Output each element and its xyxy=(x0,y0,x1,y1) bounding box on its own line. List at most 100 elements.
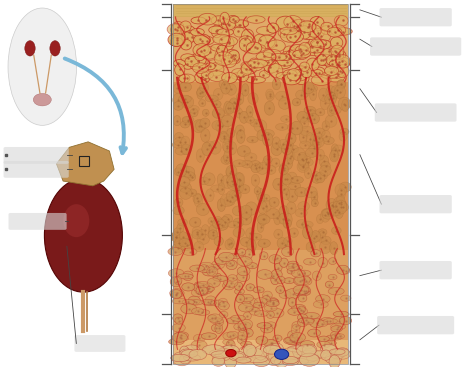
Ellipse shape xyxy=(230,178,241,189)
Ellipse shape xyxy=(263,132,273,146)
Ellipse shape xyxy=(286,263,300,271)
Ellipse shape xyxy=(173,102,183,110)
Ellipse shape xyxy=(191,289,204,297)
Ellipse shape xyxy=(213,300,225,307)
Ellipse shape xyxy=(286,202,296,214)
Ellipse shape xyxy=(322,352,343,360)
FancyBboxPatch shape xyxy=(74,335,126,352)
Ellipse shape xyxy=(201,299,215,305)
Ellipse shape xyxy=(211,324,221,332)
Ellipse shape xyxy=(214,237,223,246)
FancyBboxPatch shape xyxy=(3,161,69,178)
Ellipse shape xyxy=(246,76,265,83)
Ellipse shape xyxy=(336,195,345,208)
Ellipse shape xyxy=(235,289,245,294)
Ellipse shape xyxy=(273,212,281,225)
Ellipse shape xyxy=(229,98,238,107)
Ellipse shape xyxy=(313,137,324,148)
Ellipse shape xyxy=(182,144,190,154)
Ellipse shape xyxy=(220,131,227,140)
Ellipse shape xyxy=(235,125,245,135)
Ellipse shape xyxy=(193,193,201,204)
Ellipse shape xyxy=(221,346,234,354)
Ellipse shape xyxy=(299,42,310,55)
Ellipse shape xyxy=(301,67,312,78)
Ellipse shape xyxy=(257,221,264,232)
Ellipse shape xyxy=(231,315,246,321)
Ellipse shape xyxy=(309,144,319,152)
Ellipse shape xyxy=(265,54,275,66)
Ellipse shape xyxy=(239,36,253,44)
Ellipse shape xyxy=(195,52,205,61)
Ellipse shape xyxy=(235,108,243,118)
Ellipse shape xyxy=(289,228,298,237)
Ellipse shape xyxy=(248,93,258,105)
Ellipse shape xyxy=(280,27,298,35)
Ellipse shape xyxy=(318,229,327,236)
Ellipse shape xyxy=(291,121,303,135)
Ellipse shape xyxy=(302,153,310,165)
Ellipse shape xyxy=(323,209,330,216)
Ellipse shape xyxy=(295,48,309,60)
Ellipse shape xyxy=(217,29,234,36)
Ellipse shape xyxy=(300,126,313,136)
Ellipse shape xyxy=(234,173,244,186)
Ellipse shape xyxy=(271,275,279,285)
Ellipse shape xyxy=(325,94,333,104)
Ellipse shape xyxy=(190,265,204,272)
Ellipse shape xyxy=(202,269,215,276)
Ellipse shape xyxy=(302,344,317,355)
Ellipse shape xyxy=(271,53,287,60)
Ellipse shape xyxy=(290,21,303,35)
Ellipse shape xyxy=(331,85,343,94)
Ellipse shape xyxy=(266,311,274,318)
Ellipse shape xyxy=(330,332,339,339)
Ellipse shape xyxy=(320,96,330,110)
Ellipse shape xyxy=(256,52,274,61)
Ellipse shape xyxy=(338,97,351,110)
Ellipse shape xyxy=(246,355,268,363)
FancyBboxPatch shape xyxy=(380,195,452,213)
Ellipse shape xyxy=(314,30,330,43)
Ellipse shape xyxy=(267,299,279,306)
Ellipse shape xyxy=(262,159,270,169)
Ellipse shape xyxy=(168,269,184,277)
Ellipse shape xyxy=(170,289,184,298)
Ellipse shape xyxy=(242,29,254,43)
Ellipse shape xyxy=(283,278,295,283)
Ellipse shape xyxy=(336,55,350,68)
Ellipse shape xyxy=(329,71,344,78)
Ellipse shape xyxy=(210,185,224,192)
Ellipse shape xyxy=(309,36,322,49)
Ellipse shape xyxy=(220,194,234,207)
Ellipse shape xyxy=(217,45,228,56)
Ellipse shape xyxy=(224,278,238,287)
Ellipse shape xyxy=(181,136,190,149)
Ellipse shape xyxy=(264,156,272,163)
Ellipse shape xyxy=(175,238,183,248)
Ellipse shape xyxy=(269,64,283,78)
FancyBboxPatch shape xyxy=(9,213,67,230)
Ellipse shape xyxy=(246,117,255,123)
Ellipse shape xyxy=(288,358,309,365)
Ellipse shape xyxy=(316,149,324,160)
Ellipse shape xyxy=(329,91,338,99)
Ellipse shape xyxy=(198,290,208,296)
Ellipse shape xyxy=(205,296,216,305)
Ellipse shape xyxy=(323,319,337,324)
Ellipse shape xyxy=(277,238,288,248)
Ellipse shape xyxy=(228,15,238,22)
Ellipse shape xyxy=(180,346,189,357)
Ellipse shape xyxy=(174,132,183,141)
Ellipse shape xyxy=(179,74,190,82)
Ellipse shape xyxy=(25,40,35,56)
Ellipse shape xyxy=(259,35,275,49)
Ellipse shape xyxy=(300,62,310,71)
Ellipse shape xyxy=(207,266,218,276)
Ellipse shape xyxy=(241,61,258,69)
Ellipse shape xyxy=(329,202,337,209)
Ellipse shape xyxy=(168,33,185,46)
Ellipse shape xyxy=(337,80,346,88)
Ellipse shape xyxy=(196,149,204,162)
Ellipse shape xyxy=(243,44,255,53)
